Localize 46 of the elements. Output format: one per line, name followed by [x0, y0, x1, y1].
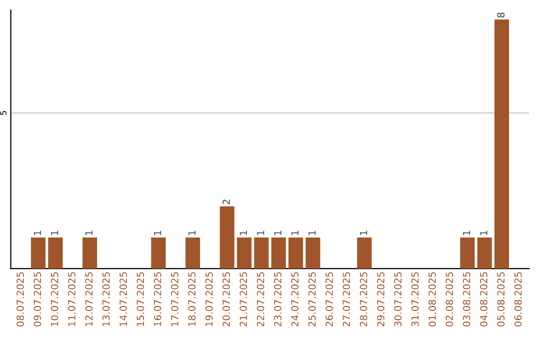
- data-label: 8: [497, 12, 505, 18]
- x-tick-label: 14.07.2025: [120, 272, 127, 326]
- x-tick-label: 01.08.2025: [428, 272, 436, 326]
- data-label: 1: [240, 230, 247, 236]
- x-tick-label: 19.07.2025: [205, 272, 213, 326]
- x-tick-label: 29.07.2025: [377, 272, 384, 326]
- data-label: 1: [34, 230, 41, 236]
- x-tick-label: 05.08.2025: [497, 272, 505, 326]
- data-label: 1: [360, 230, 368, 236]
- data-label: 1: [154, 230, 162, 236]
- x-tick-label: 12.07.2025: [85, 272, 93, 326]
- x-tick-label: 15.07.2025: [136, 272, 144, 326]
- data-label: 1: [291, 230, 298, 236]
- x-tick-label: 24.07.2025: [291, 272, 299, 326]
- x-tick-label: 17.07.2025: [171, 272, 178, 326]
- x-tick-label: 23.07.2025: [274, 272, 282, 326]
- data-label: 1: [274, 230, 282, 236]
- x-tick-label: 28.07.2025: [360, 272, 368, 326]
- data-label: 1: [463, 230, 470, 236]
- y-tick-label: 5: [0, 111, 6, 115]
- x-tick-label: 18.07.2025: [188, 272, 196, 326]
- data-label: 1: [257, 230, 264, 236]
- x-tick-label: 04.08.2025: [480, 272, 488, 326]
- x-tick-label: 22.07.2025: [256, 272, 264, 326]
- x-tick-label: 21.07.2025: [240, 272, 248, 326]
- x-tick-label: 27.07.2025: [342, 272, 350, 326]
- data-label: 2: [222, 200, 230, 204]
- data-label: 1: [480, 230, 488, 236]
- x-tick-label: 26.07.2025: [326, 272, 333, 326]
- x-tick-label: 31.07.2025: [411, 272, 419, 326]
- x-tick-label: 13.07.2025: [102, 272, 110, 326]
- x-tick-label: 02.08.2025: [446, 272, 454, 326]
- x-tick-label: 11.07.2025: [68, 272, 76, 326]
- data-label: 1: [188, 230, 196, 236]
- x-tick-label: 03.08.2025: [462, 272, 470, 326]
- x-tick-label: 10.07.2025: [50, 272, 58, 326]
- x-tick-label: 20.07.2025: [222, 272, 230, 326]
- x-tick-label: 06.08.2025: [514, 272, 522, 326]
- x-tick-label: 25.07.2025: [308, 272, 316, 326]
- x-tick-label: 09.07.2025: [34, 272, 42, 326]
- data-label: 1: [51, 230, 58, 236]
- data-label: 1: [85, 230, 92, 236]
- x-tick-label: 16.07.2025: [154, 272, 162, 326]
- data-label: 1: [308, 230, 316, 236]
- x-tick-label: 08.07.2025: [16, 272, 24, 326]
- x-tick-label: 30.07.2025: [394, 272, 402, 326]
